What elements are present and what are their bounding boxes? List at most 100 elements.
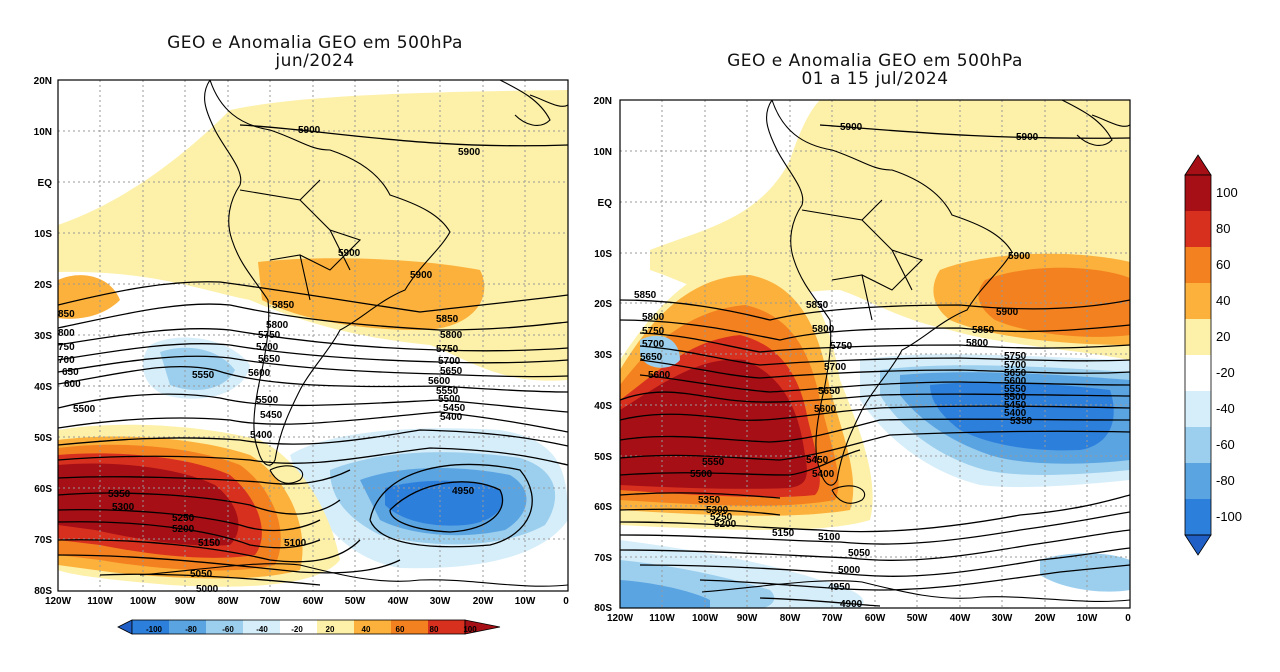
map1-lat-label: 60S [34,484,52,495]
colorbar-v-label: 20 [1216,329,1230,344]
map2-contour-label: 5700 [642,339,665,350]
map1-contour-label: 750 [58,342,75,353]
map2-lon-label: 0 [1125,613,1131,624]
colorbar-v-swatch [1185,391,1211,427]
map2-lat-label: 60S [594,502,612,513]
map2-contour-label: 5700 [1004,360,1027,371]
colorbar-h-arrow-left [117,619,133,635]
colorbar-v-label: -20 [1216,365,1235,380]
map1-contour-label: 5300 [112,502,135,513]
colorbar-h-label: 60 [396,625,405,634]
map2-contour-label: 5800 [812,324,835,335]
map2-lat-label: 80S [594,603,612,614]
colorbar-h-label: -60 [222,625,234,634]
map2-lat-label: 20N [594,96,612,107]
map1-contour-label: 5150 [198,538,221,549]
map2-lon-label: 40W [950,613,971,624]
map1-frame [57,79,569,592]
map1-lat-label: 20S [34,280,52,291]
colorbar-v-swatch [1185,211,1211,247]
map2-contour-label: 5850 [806,300,829,311]
colorbar-v-label: 100 [1216,185,1238,200]
map1-lon-label: 60W [303,596,324,607]
map2-lon-label: 110W [649,613,675,624]
map1-contour-label: 5700 [256,342,279,353]
map2-contour-label: 5650 [640,352,663,363]
map2-lon-label: 20W [1035,613,1056,624]
colorbar-v-label: 80 [1216,221,1230,236]
map1-contour-label: 5850 [272,300,295,311]
map2-lon-label: 60W [865,613,886,624]
colorbar-v-label: -100 [1216,509,1242,524]
map2-coastlines [701,100,1130,602]
map1-contour-label: 5450 [260,410,283,421]
map2-contour-label: 5450 [806,455,829,466]
colorbar-h-label: -80 [185,625,197,634]
colorbar-v-label: 40 [1216,293,1230,308]
map2-contour-label: 5850 [972,325,995,336]
colorbar-v-swatch [1185,355,1211,391]
map2-lat-label: 10S [594,249,612,260]
colorbar-h-swatch [317,620,354,634]
map2-title-line2: 01 a 15 jul/2024 [801,69,949,89]
map2-contour-label: 5350 [698,495,721,506]
colorbar-v-swatch [1185,463,1211,499]
map2-contour-label: 4900 [840,599,863,610]
map1-contour-label: 5750 [436,344,459,355]
colorbar-h-label: -20 [291,625,303,634]
colorbar-h-label: 100 [463,625,477,634]
map2-contour-label: 5600 [814,404,837,415]
map2-title-line1: GEO e Anomalia GEO em 500hPa [727,51,1023,71]
map1-contour-label: 600 [64,379,81,390]
map1-contour-label: 5400 [250,430,273,441]
map1-contour-label: 700 [58,355,75,366]
map2-contour-label: 5050 [848,548,871,559]
colorbar-v-swatch [1185,319,1211,355]
map2-contour-label: 5700 [824,362,847,373]
map1-contour-label: 5900 [458,147,481,158]
map1-contour-label: 5000 [196,584,219,595]
map1-contour-labels: 5900 5900 5900 5900 5850 5850 5800 5800 … [58,125,481,595]
map1-contour-label: 5350 [108,489,131,500]
colorbar-h-label: 80 [430,625,439,634]
map2-contour-label: 5900 [1008,251,1031,262]
map2-frame [619,99,1131,609]
colorbar-h-swatch [243,620,280,634]
map2-contour-label: 5750 [830,341,853,352]
map2-contour-label: 5000 [838,565,861,576]
map1-lon-label: 120W [45,596,72,607]
map1-lat-label: 10N [34,127,52,138]
map1-contour-label: 5550 [436,386,459,397]
colorbar-v-arrow-top [1184,154,1212,176]
map1-panel: 5900 5900 5900 5900 5850 5850 5800 5800 … [34,76,570,607]
map2-contour-label: 4950 [828,582,851,593]
map1-lon-label: 20W [473,596,494,607]
map1-contour-label: 5600 [428,376,451,387]
map2-contour-label: 5150 [772,528,795,539]
map1-contour-label: 5450 [443,403,466,414]
map1-lat-label: 50S [34,433,52,444]
map1-title-line2: jun/2024 [275,51,355,71]
colorbar-h-swatch [169,620,206,634]
map1-contour-label: 5500 [438,394,461,405]
map1-lon-label: 0 [563,596,569,607]
colorbar-h-label: -40 [256,625,268,634]
map1-lon-label: 110W [87,596,113,607]
map1-contour-label: 5600 [248,368,271,379]
colorbar-h-swatch [428,620,465,634]
colorbar-v-swatch [1185,175,1211,211]
map2-lat-label: EQ [598,198,613,209]
map2-contour-label: 5200 [714,519,737,530]
map2-panel: 5900 5900 5900 5900 5850 5850 5850 5800 … [594,96,1132,624]
map1-contour-label: 5100 [284,538,307,549]
map2-contour-label: 5900 [996,307,1019,318]
map2-contour-label: 5850 [634,290,657,301]
map2-contour-label: 5100 [818,532,841,543]
colorbar-v-label: -40 [1216,401,1235,416]
map2-title: GEO e Anomalia GEO em 500hPa 01 a 15 jul… [640,52,1110,88]
map2-lat-label: 30S [594,350,612,361]
map2-contour-label: 5450 [1004,400,1027,411]
map1-contour-label: 5900 [298,125,321,136]
map2-contour-label: 5250 [710,512,733,523]
map2-contour-label: 5900 [1016,132,1039,143]
